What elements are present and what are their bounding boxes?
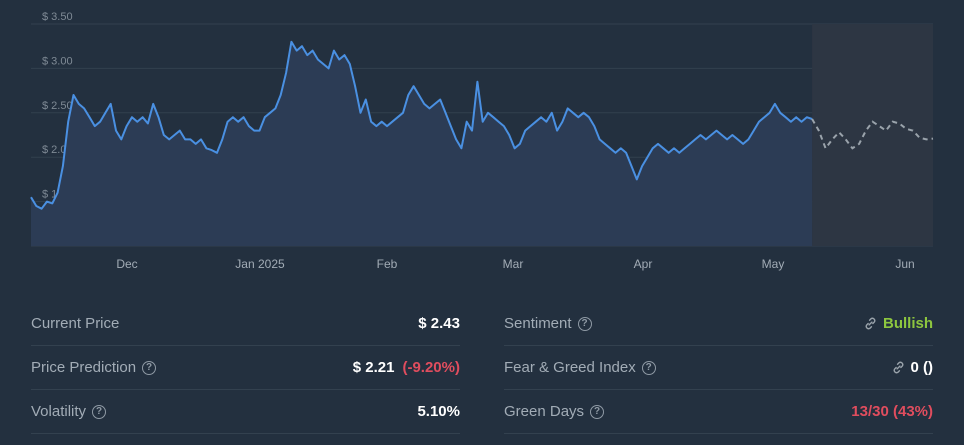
current-price-row: Current Price $ 2.43	[31, 302, 460, 346]
help-icon[interactable]: ?	[641, 360, 656, 375]
fear-greed-label-wrap: Fear & Greed Index ?	[504, 359, 656, 376]
fear-greed-label: Fear & Greed Index	[504, 359, 636, 376]
x-tick-label: Dec	[116, 257, 137, 271]
stats-left-column: Current Price $ 2.43 Price Prediction ? …	[31, 302, 460, 434]
help-icon[interactable]: ?	[92, 404, 107, 419]
prediction-line	[811, 118, 934, 151]
current-price-value: $ 2.43	[418, 315, 460, 332]
x-tick-label: Mar	[503, 257, 524, 271]
y-tick-label: $ 3.50	[42, 11, 73, 23]
y-tick-label: $ 2.50	[42, 100, 73, 112]
green-days-label-wrap: Green Days ?	[504, 403, 605, 420]
sentiment-row: Sentiment ? Bullish	[504, 302, 933, 346]
price-prediction-value-wrap: $ 2.21 (-9.20%)	[353, 359, 460, 376]
link-icon	[893, 361, 903, 374]
help-icon[interactable]: ?	[142, 360, 157, 375]
prediction-area	[812, 24, 933, 246]
x-tick-label: Jan 2025	[235, 257, 285, 271]
volatility-row: Volatility ? 5.10%	[31, 390, 460, 434]
x-tick-label: Apr	[634, 257, 653, 271]
y-tick-label: $ 3.00	[42, 55, 73, 67]
price-prediction-row: Price Prediction ? $ 2.21 (-9.20%)	[31, 346, 460, 390]
price-area	[31, 41, 813, 246]
current-price-label: Current Price	[31, 315, 120, 332]
price-prediction-value: $ 2.21	[352, 359, 395, 376]
green-days-value: 13/30 (43%)	[851, 403, 933, 420]
price-prediction-label-wrap: Price Prediction ?	[31, 359, 157, 376]
x-tick-label: Feb	[377, 257, 398, 271]
fear-greed-value: 0 ()	[910, 359, 934, 376]
volatility-value: 5.10%	[417, 403, 460, 420]
green-days-row: Green Days ? 13/30 (43%)	[504, 390, 933, 434]
link-icon	[865, 317, 876, 330]
sentiment-label: Sentiment	[504, 315, 572, 332]
help-icon[interactable]: ?	[590, 404, 605, 419]
x-tick-label: May	[762, 257, 785, 271]
sentiment-value-wrap[interactable]: Bullish	[863, 315, 933, 332]
sentiment-label-wrap: Sentiment ?	[504, 315, 592, 332]
fear-greed-row: Fear & Greed Index ? 0 ()	[504, 346, 933, 390]
x-tick-label: Jun	[895, 257, 914, 271]
price-prediction-label: Price Prediction	[31, 359, 137, 376]
stats-right-column: Sentiment ? Bullish Fear & Greed Index ?…	[504, 302, 933, 434]
price-prediction-change: (-9.20%)	[402, 359, 460, 376]
price-line	[30, 40, 813, 210]
fear-greed-value-wrap[interactable]: 0 ()	[891, 359, 934, 376]
volatility-label-wrap: Volatility ?	[31, 403, 107, 420]
sentiment-value: Bullish	[882, 315, 933, 332]
volatility-label: Volatility	[31, 403, 87, 420]
help-icon[interactable]: ?	[577, 316, 592, 331]
price-chart: $ 1.00$ 1.50$ 2.00$ 2.50$ 3.00$ 3.50DecJ…	[30, 11, 934, 271]
green-days-label: Green Days	[504, 403, 585, 420]
